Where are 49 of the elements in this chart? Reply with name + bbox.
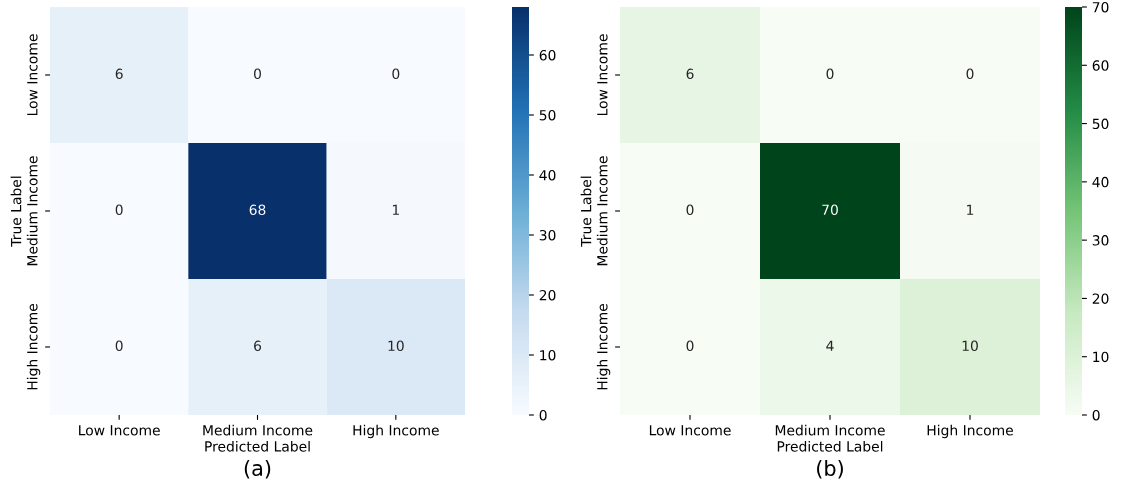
y-tick-label: Low Income — [597, 34, 608, 116]
data-label: 70 — [822, 204, 838, 216]
color-bar-label: 50 — [539, 109, 556, 121]
data-label: 0 — [966, 68, 974, 80]
text: (b) — [817, 459, 843, 479]
data-label: 68 — [249, 204, 266, 216]
data-label: 1 — [967, 204, 974, 215]
x-tick-label: High Income — [927, 424, 1013, 439]
x-tick-label: Medium Income — [203, 424, 313, 436]
data-label: 0 — [826, 68, 834, 80]
y-tick-label: Medium Income — [596, 156, 608, 266]
color-bar-label: 10 — [540, 349, 556, 361]
color-bar-label: 30 — [1092, 235, 1109, 246]
y-tick-label: Medium Income — [26, 156, 38, 266]
data-label: 0 — [686, 204, 694, 216]
data-label: 10 — [962, 340, 978, 352]
data-label: 6 — [254, 340, 262, 352]
data-label: 6 — [686, 68, 694, 80]
color-bar-label: 0 — [539, 409, 547, 421]
color-bar-label: 0 — [1092, 409, 1100, 421]
y-tick-label: Low Income — [27, 34, 38, 116]
color-bar-label: 60 — [539, 49, 556, 61]
y-axis-title: True Label — [580, 176, 592, 247]
x-axis-title: Predicted Label — [777, 440, 883, 452]
color-bar-label: 60 — [1092, 60, 1109, 71]
data-label: 0 — [686, 340, 694, 352]
color-bar-label: 10 — [1093, 351, 1109, 363]
y-axis-title: True Label — [10, 176, 22, 247]
data-label: 0 — [115, 204, 123, 216]
data-label: 10 — [388, 340, 404, 352]
data-label: 6 — [115, 68, 123, 80]
color-bar-label: 50 — [1092, 118, 1109, 130]
data-label: 0 — [392, 68, 400, 80]
data-label: 1 — [392, 204, 399, 215]
color-bar-label: 40 — [539, 169, 556, 181]
color-bar-label: 70 — [1092, 1, 1109, 13]
color-bar-label: 20 — [1092, 293, 1109, 304]
x-tick-label: Medium Income — [775, 424, 885, 436]
text: (a) — [244, 459, 271, 479]
data-label: 4 — [826, 340, 834, 351]
color-bar-label: 40 — [1092, 176, 1109, 188]
data-label: 0 — [254, 68, 261, 80]
x-tick-label: Low Income — [649, 425, 731, 436]
x-tick-label: High Income — [353, 424, 439, 439]
color-bar-label: 30 — [539, 229, 556, 241]
data-label: 0 — [115, 340, 123, 352]
x-tick-label: Low Income — [79, 425, 160, 436]
color-bar-label: 20 — [539, 289, 556, 301]
x-axis-title: Predicted Label — [205, 440, 310, 452]
